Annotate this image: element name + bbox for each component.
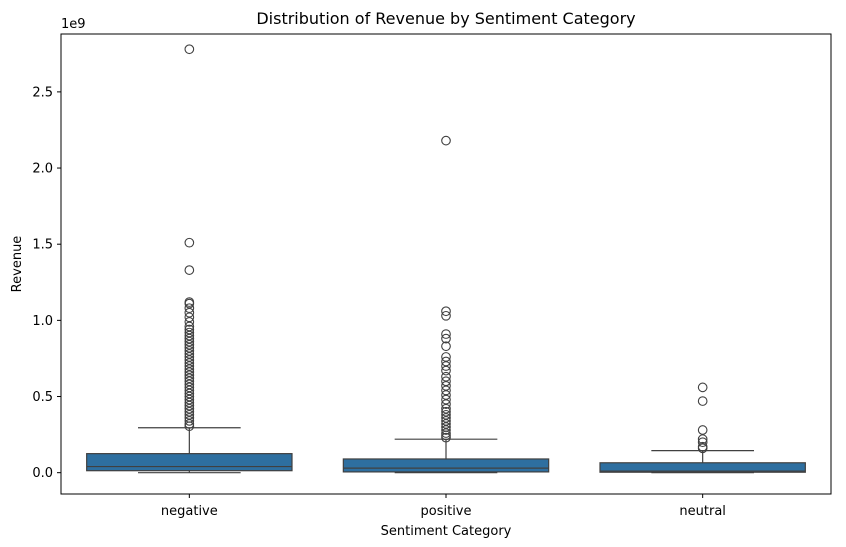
outlier-point [441, 432, 451, 443]
x-tick-label-positive: positive [421, 504, 472, 519]
outlier-point [184, 265, 195, 275]
y-tick-label: 2.0 [32, 162, 53, 177]
x-tick-label-neutral: neutral [679, 504, 726, 519]
outlier-point [441, 135, 451, 146]
outlier-point [697, 382, 708, 393]
outlier-point [441, 428, 451, 438]
y-axis-label: Revenue [10, 236, 25, 293]
box-group-neutral [599, 382, 806, 474]
y-axis-scale-label: 1e9 [61, 17, 86, 32]
outlier-point [441, 329, 451, 339]
outlier-point [184, 44, 195, 55]
outlier-point [184, 421, 195, 432]
outlier-point [441, 310, 451, 321]
plot-area: 0.0 0.5 1.0 1.5 2.0 2.5 negative positive neutra… [32, 44, 806, 519]
box-iqr [599, 462, 806, 473]
outlier-point [184, 317, 195, 327]
box-group-positive [342, 135, 550, 474]
outlier-point [441, 333, 451, 344]
outlier-point [441, 361, 451, 371]
outlier-point [184, 416, 195, 426]
outlier-point [697, 396, 708, 406]
y-tick-label: 0.5 [32, 390, 53, 405]
plot-frame [60, 33, 832, 495]
outlier-point [441, 365, 451, 376]
y-tick-label: 2.5 [32, 85, 53, 100]
outlier-point [441, 341, 451, 352]
box-iqr [342, 458, 550, 473]
box-iqr [86, 453, 293, 472]
y-tick-label: 0.0 [32, 466, 53, 481]
outlier-point [697, 437, 708, 448]
y-tick-label: 1.0 [32, 314, 53, 329]
outlier-point [441, 399, 451, 409]
outlier-point [441, 425, 451, 435]
outlier-point [697, 443, 708, 454]
x-tick-label-negative: negative [161, 504, 218, 519]
x-axis-label: Sentiment Category [381, 524, 512, 539]
chart-title: Distribution of Revenue by Sentiment Cat… [256, 9, 635, 28]
outlier-point [697, 425, 708, 435]
outlier-point [184, 237, 195, 248]
y-tick-label: 1.5 [32, 238, 53, 253]
outlier-point [441, 430, 451, 441]
outlier-point [441, 306, 451, 317]
outlier-point [184, 419, 195, 429]
box-group-negative [86, 44, 293, 474]
